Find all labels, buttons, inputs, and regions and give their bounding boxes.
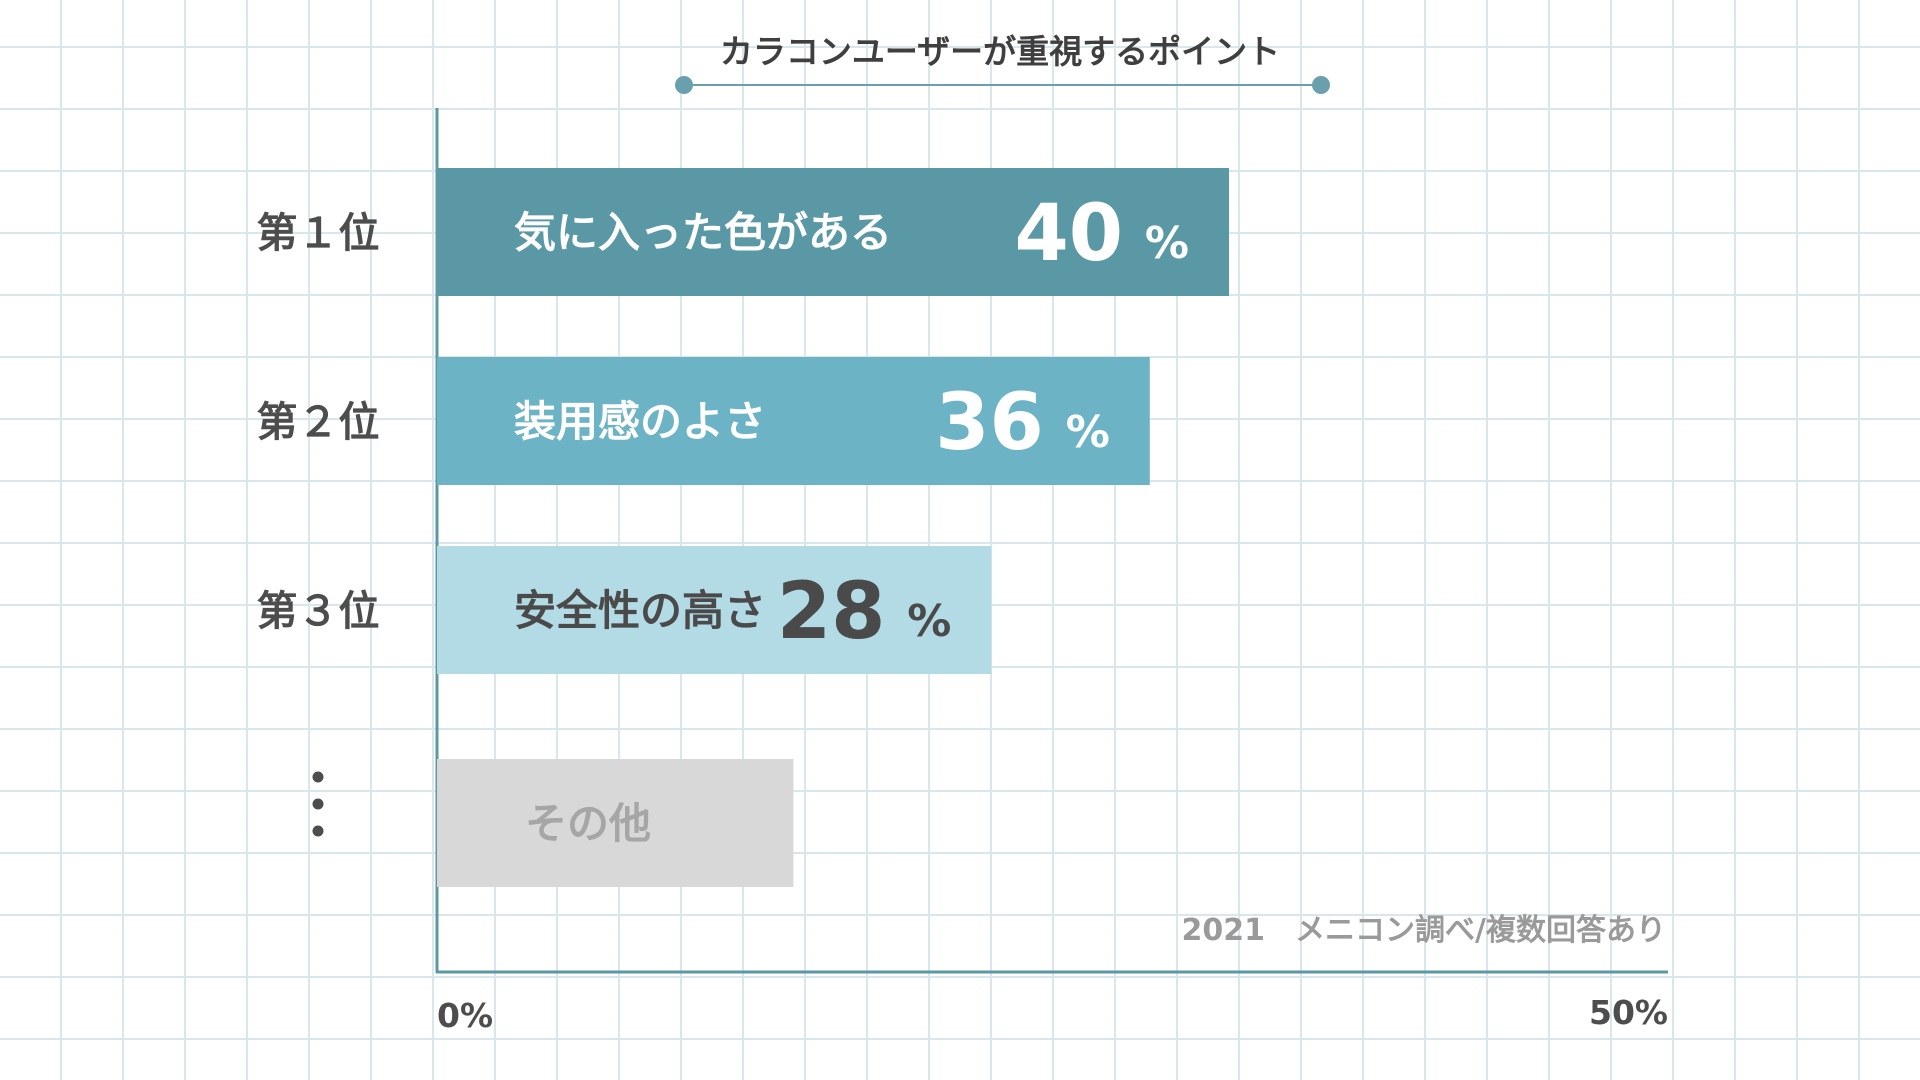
ellipsis-dot-1 [312, 771, 324, 783]
bar-category-label-3: 安全性の高さ [514, 586, 766, 635]
bars-group: 気に入った色がある % 40 装用感のよさ % 36 安全性の高さ % 28 その他 [437, 168, 1229, 887]
x-tick-max: 50% [1589, 993, 1668, 1032]
title-rule-dot-left [675, 76, 693, 94]
bar-value-unit-2: % [1066, 407, 1110, 458]
bar-category-label-1: 気に入った色がある [514, 208, 892, 257]
ellipsis-dot-3 [312, 825, 324, 837]
bar-3 [437, 546, 992, 674]
bar-value-unit-3: % [907, 596, 951, 647]
chart-title: カラコンユーザーが重視するポイント [720, 32, 1280, 71]
source-note: 2021 メニコン調べ/複数回答あり [1182, 913, 1666, 948]
rank-label-1: 第１位 [257, 209, 380, 257]
bar-value-label-3: 28 [777, 567, 886, 657]
bar-2 [437, 357, 1150, 485]
bar-1 [437, 168, 1229, 296]
x-tick-min: 0% [437, 996, 493, 1035]
bar-value-label-2: 36 [935, 378, 1044, 468]
ellipsis-dot-2 [312, 798, 324, 810]
bar-value-unit-1: % [1145, 218, 1189, 269]
bar-4 [437, 759, 794, 887]
bar-category-label-4: その他 [525, 799, 651, 848]
chart-title-group: カラコンユーザーが重視するポイント [675, 32, 1330, 94]
title-rule-dot-right [1312, 76, 1330, 94]
rank-label-4: ⋮ [318, 822, 319, 824]
bar-value-label-1: 40 [1014, 189, 1123, 279]
bar-category-label-2: 装用感のよさ [514, 397, 766, 446]
rank-label-2: 第２位 [257, 398, 380, 446]
rank-label-3: 第３位 [257, 587, 380, 635]
